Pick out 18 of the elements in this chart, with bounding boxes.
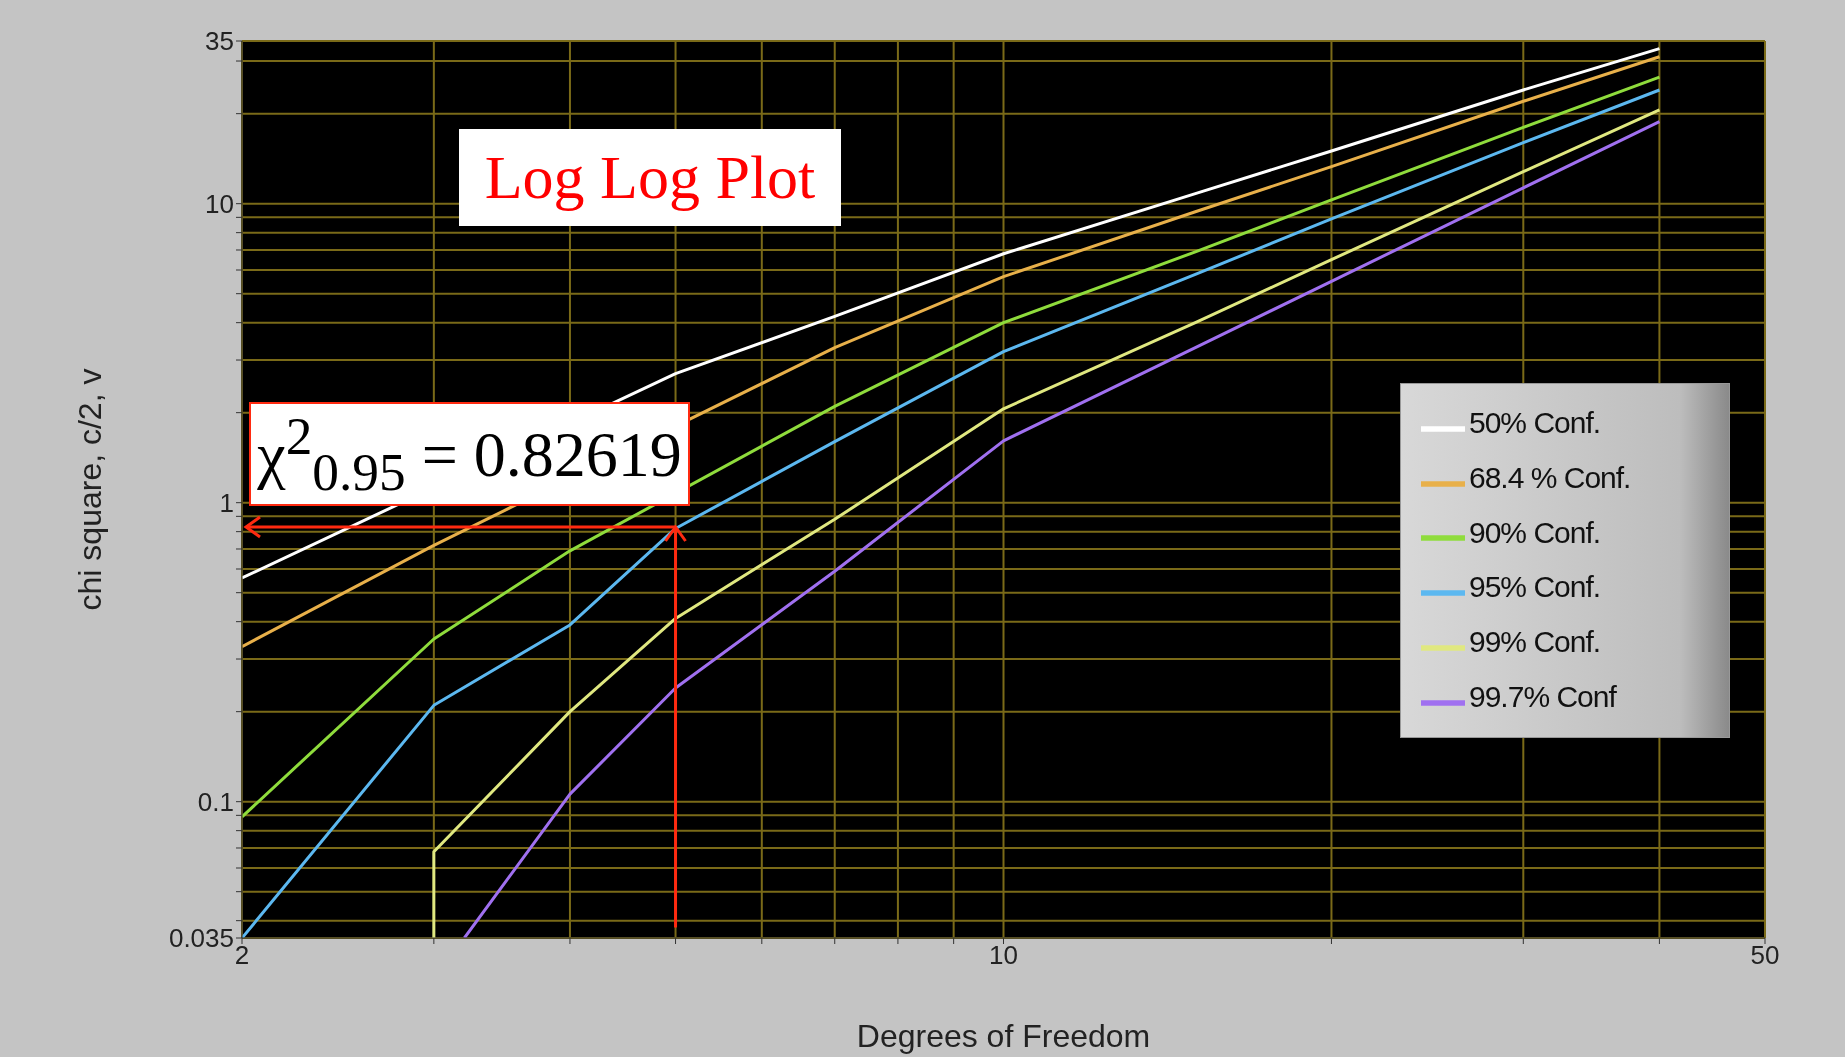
legend-label: 68.4 % Conf. <box>1469 460 1631 494</box>
legend-label: 90% Conf. <box>1469 515 1601 549</box>
annotation: Log Log Plot <box>459 129 841 226</box>
legend-label: 50% Conf. <box>1469 406 1601 439</box>
legend-label: 99% Conf. <box>1469 625 1601 659</box>
x-tick-label: 50 <box>1750 940 1780 971</box>
x-axis-title: Degrees of Freedom <box>856 1018 1151 1054</box>
y-tick-label: 0.1 <box>197 786 234 817</box>
x-tick-label: 2 <box>234 940 250 971</box>
annotation: χ$^{2}$$_{0.95}$ = 0.82619 <box>257 404 682 504</box>
y-axis-title: chi square, c/2, v <box>72 368 109 611</box>
y-tick-label: 35 <box>205 26 234 57</box>
legend-label: 99.7% Conf <box>1469 679 1616 713</box>
x-tick-label: 10 <box>989 940 1018 971</box>
y-tick-label: 0.035 <box>168 923 234 954</box>
y-tick-label: 10 <box>205 188 234 219</box>
y-tick-label: 1 <box>219 487 234 518</box>
legend-label: 95% Conf. <box>1469 570 1601 604</box>
